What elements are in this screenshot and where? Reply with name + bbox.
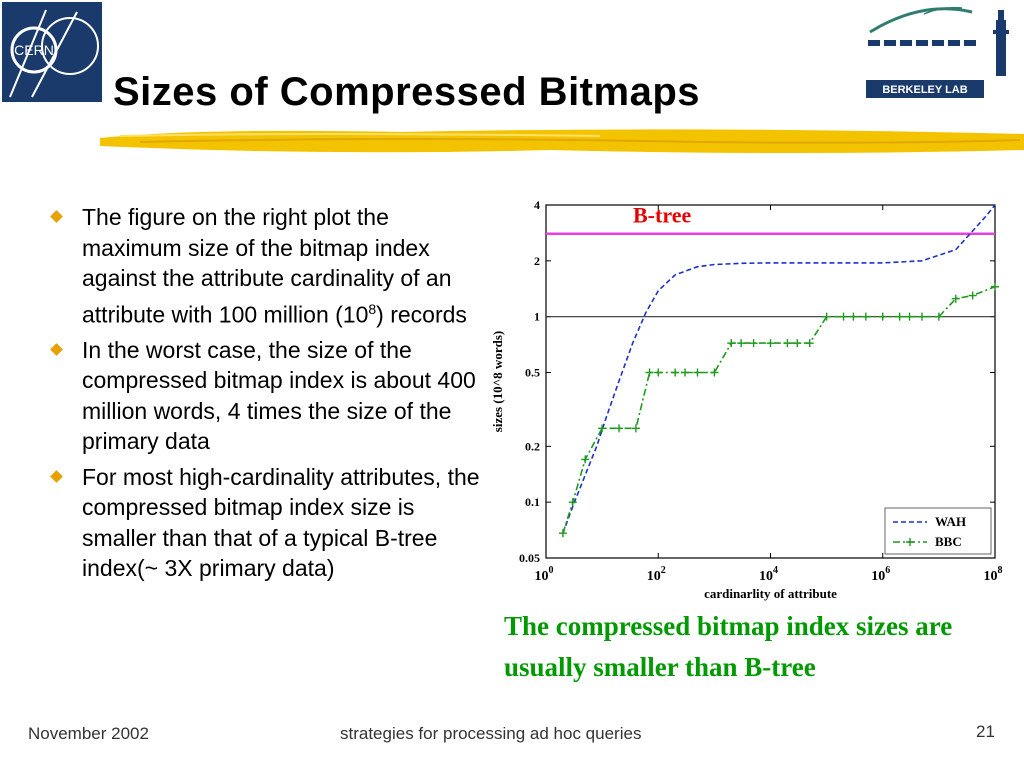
data-point-bbc <box>766 339 775 348</box>
data-point-bbc <box>749 339 758 348</box>
legend-marker <box>906 538 914 546</box>
bullet-text-tail: ) records <box>376 301 467 328</box>
data-point-bbc <box>793 339 802 348</box>
y-tick-label: 1 <box>534 310 540 324</box>
data-point-bbc <box>693 368 702 377</box>
data-point-bbc <box>737 339 746 348</box>
diamond-bullet-icon <box>50 342 63 356</box>
y-tick-label: 0.05 <box>519 551 540 565</box>
data-point-bbc <box>615 424 624 433</box>
bullet-text: In the worst case, the size of the compr… <box>82 336 476 455</box>
y-tick-label: 0.2 <box>525 439 540 453</box>
data-point-bbc <box>581 455 590 464</box>
chart-caption: The compressed bitmap index sizes are us… <box>504 611 953 682</box>
y-tick-label: 2 <box>534 254 540 268</box>
data-point-bbc <box>558 529 567 538</box>
bullet-text: The figure on the right plot the maximum… <box>82 204 452 328</box>
berkeley-lab-logo: BERKELEY LAB <box>866 6 1009 98</box>
data-point-bbc <box>727 339 736 348</box>
y-tick-label: 0.5 <box>525 366 540 380</box>
bullet-text: For most high-cardinality attributes, th… <box>82 463 480 582</box>
data-point-bbc <box>598 424 607 433</box>
data-point-bbc <box>839 312 848 321</box>
page-title: Sizes of Compressed Bitmaps <box>113 70 700 114</box>
data-point-bbc <box>917 312 926 321</box>
data-point-bbc <box>631 424 640 433</box>
data-point-bbc <box>951 294 960 303</box>
page-number: 21 <box>976 722 995 741</box>
bullet-item: In the worst case, the size of the compr… <box>44 335 484 457</box>
berkeley-lab-text: BERKELEY LAB <box>882 84 967 96</box>
data-point-bbc <box>645 368 654 377</box>
bullet-item: The figure on the right plot the maximum… <box>44 202 484 330</box>
x-tick-label: 100 <box>535 565 554 584</box>
data-point-bbc <box>968 291 977 300</box>
x-tick-label: 102 <box>647 565 666 584</box>
data-point-bbc <box>895 312 904 321</box>
data-point-bbc <box>681 368 690 377</box>
diamond-bullet-icon <box>50 210 63 223</box>
bullet-item: For most high-cardinality attributes, th… <box>44 462 484 584</box>
series-line-wah <box>562 204 996 534</box>
y-axis-label: sizes (10^8 words) <box>490 331 505 432</box>
legend-label: WAH <box>935 514 966 529</box>
footer-date: November 2002 <box>28 724 149 743</box>
data-point-bbc <box>654 368 663 377</box>
y-tick-label: 4 <box>534 198 540 212</box>
data-point-bbc <box>822 312 831 321</box>
data-point-bbc <box>671 368 680 377</box>
x-tick-label: 104 <box>759 565 778 584</box>
x-tick-label: 108 <box>984 565 1003 584</box>
data-point-bbc <box>568 498 577 507</box>
data-point-bbc <box>934 312 943 321</box>
data-point-bbc <box>849 312 858 321</box>
bullet-list: The figure on the right plot the maximum… <box>44 202 484 589</box>
cern-logo: CERN <box>2 2 102 102</box>
data-point-bbc <box>783 339 792 348</box>
bullet-superscript: 8 <box>368 300 377 317</box>
footer-subject: strategies for processing ad hoc queries <box>340 724 642 743</box>
legend-label: BBC <box>935 534 962 549</box>
diamond-bullet-icon <box>50 469 63 483</box>
data-point-bbc <box>710 368 719 377</box>
b-tree-label: B-tree <box>633 203 691 228</box>
data-point-bbc <box>805 339 814 348</box>
legend-box <box>884 507 992 555</box>
data-point-bbc <box>861 312 870 321</box>
bitmap-size-chart: 0.05 0.1 0.2 0.5 1 2 4 100 102 104 106 108 cardinarl… <box>490 198 1003 601</box>
cern-logo-text: CERN <box>14 42 54 58</box>
plot-frame <box>545 204 996 559</box>
x-axis-label: cardinarlity of attribute <box>704 586 837 601</box>
data-point-bbc <box>878 312 887 321</box>
data-point-bbc <box>991 282 999 291</box>
y-tick-label: 0.1 <box>525 495 540 509</box>
data-point-bbc <box>905 312 914 321</box>
x-tick-label: 106 <box>871 565 890 584</box>
title-underline <box>100 129 1024 153</box>
